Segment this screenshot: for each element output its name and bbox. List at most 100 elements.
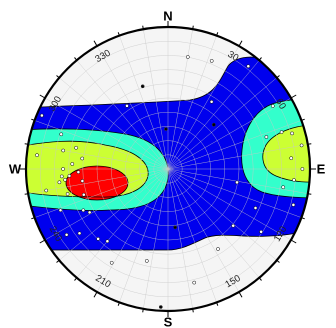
pole-point — [185, 55, 190, 59]
pole-point — [264, 135, 269, 139]
pole-points — [35, 55, 305, 309]
grid-spoke — [167, 144, 308, 170]
grid-spoke — [59, 77, 169, 170]
contour-band-level-3-east — [262, 125, 310, 183]
grid-spoke — [143, 29, 169, 170]
pole-point — [80, 179, 85, 183]
pole-point — [58, 208, 63, 213]
azimuth-tick — [216, 32, 219, 36]
pole-point-dark — [141, 85, 144, 88]
pole-point — [290, 131, 294, 136]
pole-point — [44, 188, 49, 193]
pole-point — [59, 174, 64, 179]
grid-spoke — [167, 35, 217, 170]
contour-line-2-east — [241, 98, 310, 199]
grid-spoke — [76, 168, 169, 278]
azimuth-tick — [290, 94, 297, 99]
azimuth-tick — [301, 217, 305, 220]
pole-point — [292, 178, 296, 182]
azimuth-label-30: 30 — [226, 49, 241, 64]
grid-spoke — [167, 168, 277, 261]
pole-point — [253, 206, 258, 210]
cardinal-n: N — [163, 9, 172, 24]
pole-point — [216, 247, 220, 251]
azimuth-tick — [276, 259, 280, 263]
azimuth-tick — [192, 25, 194, 30]
azimuth-tick — [117, 302, 120, 306]
grid-spoke — [44, 168, 169, 241]
grid-spoke — [167, 120, 302, 170]
azimuth-tick — [258, 57, 262, 61]
pole-point — [61, 148, 66, 153]
pole-point — [300, 167, 305, 171]
azimuth-tick — [301, 118, 305, 121]
azimuth-tick — [192, 308, 194, 313]
pole-point — [87, 210, 92, 215]
grid-spoke — [167, 168, 240, 293]
pole-point — [235, 180, 239, 185]
azimuth-tick — [93, 40, 98, 47]
pole-point — [246, 64, 251, 69]
pole-point — [35, 153, 39, 158]
pole-point — [57, 180, 62, 185]
azimuth-tick — [93, 291, 98, 298]
azimuth-tick — [31, 217, 35, 220]
pole-point — [209, 59, 214, 63]
cardinal-e: E — [317, 162, 326, 177]
contour-line-3-east — [262, 124, 310, 183]
pole-point — [281, 185, 286, 190]
grid-spoke — [143, 168, 169, 309]
grid-spoke — [167, 60, 260, 170]
contour-line-3-west — [26, 140, 149, 198]
grid-spoke — [119, 35, 169, 170]
pole-point — [65, 192, 70, 196]
pole-point — [96, 237, 100, 241]
pole-point — [67, 174, 72, 178]
grid-spoke — [119, 168, 169, 303]
pole-point — [289, 156, 294, 161]
grid-spoke — [167, 29, 193, 170]
pole-point — [61, 167, 65, 171]
pole-point — [74, 145, 78, 150]
azimuth-tick — [39, 94, 46, 99]
pole-point-dark — [164, 127, 168, 131]
grid-spoke — [167, 45, 240, 170]
cardinal-w: W — [9, 162, 22, 177]
azimuth-tick — [290, 239, 297, 244]
grid-spoke — [167, 168, 292, 241]
grid-spoke — [96, 168, 169, 293]
cardinal-s: S — [164, 315, 173, 328]
azimuth-tick — [39, 239, 46, 244]
stereonet-grid — [26, 27, 310, 311]
pole-point — [231, 223, 236, 228]
grid-spoke — [96, 45, 169, 170]
pole-point — [209, 99, 214, 104]
grid-spoke — [167, 168, 260, 278]
grid-spoke — [34, 120, 169, 170]
grid-spoke — [167, 168, 217, 303]
azimuth-tick — [276, 75, 280, 79]
pole-point — [270, 104, 275, 108]
pole-point — [59, 132, 64, 137]
pole-point — [63, 177, 67, 182]
grid-spoke — [28, 144, 169, 170]
grid-spoke — [167, 168, 193, 309]
pole-point — [70, 162, 75, 166]
grid-spoke — [34, 168, 169, 218]
grid-spoke — [167, 97, 292, 170]
azimuth-tick — [238, 40, 243, 47]
azimuth-tick — [56, 75, 60, 79]
azimuth-tick — [117, 32, 120, 36]
azimuth-tick — [31, 118, 35, 121]
pole-point — [81, 192, 86, 197]
grid-spoke — [28, 168, 169, 194]
azimuth-tick — [74, 57, 78, 61]
contour-band-level-4-peak — [66, 166, 128, 200]
azimuth-tick — [142, 308, 144, 313]
pole-point — [105, 239, 110, 244]
pole-point — [40, 113, 44, 118]
pole-point-dark — [212, 123, 216, 126]
azimuth-tick — [74, 277, 78, 281]
